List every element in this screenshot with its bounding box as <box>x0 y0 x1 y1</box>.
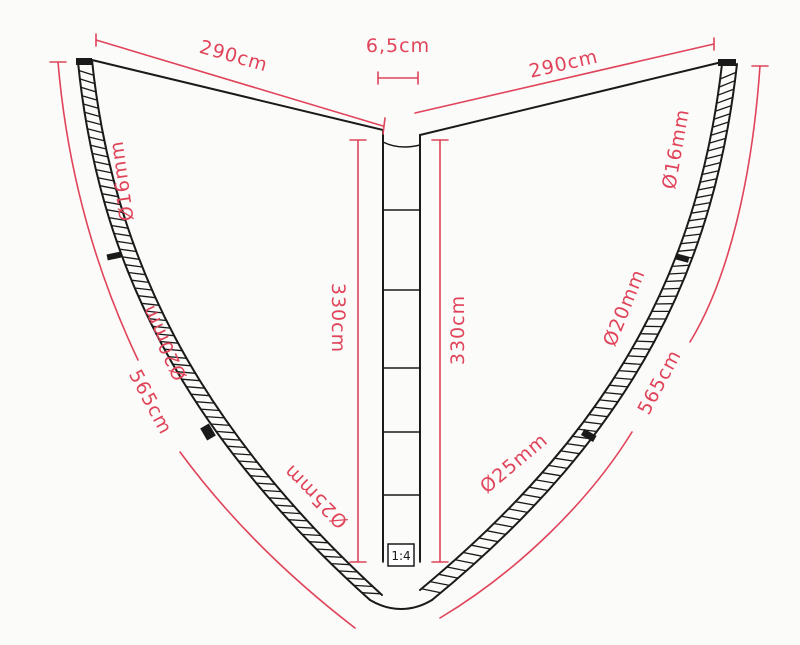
strip-segment-lines <box>382 209 421 496</box>
label-right-height: 330cm <box>447 295 469 365</box>
right-top-edge <box>419 61 723 136</box>
right-joint-lower <box>580 428 597 442</box>
right-batten-joints <box>580 59 736 442</box>
label-right-upper-diameter: Ø16mm <box>658 107 694 191</box>
left-batten-cap <box>76 58 92 65</box>
label-left-top-edge: 290cm <box>197 36 271 77</box>
right-batten-cap <box>718 59 736 66</box>
left-batten-hatching <box>78 69 382 595</box>
dimension-lines <box>49 33 769 629</box>
right-outer-curve <box>431 63 738 601</box>
dim-curve-right-upper <box>689 65 761 343</box>
strip-top <box>382 141 421 148</box>
dim-curve-left-lower <box>179 451 356 629</box>
center-strip: 1:4 <box>369 139 433 610</box>
left-joint-lower <box>200 423 216 441</box>
label-left-height: 330cm <box>327 283 349 353</box>
label-right-middle-diameter: Ø20mm <box>599 266 650 349</box>
dim-line-right-top <box>414 43 715 114</box>
label-right-top-edge: 290cm <box>527 46 600 83</box>
label-gap: 6,5cm <box>366 35 430 57</box>
left-batten-joints <box>76 58 216 441</box>
right-joint-upper <box>674 253 690 263</box>
dim-line-left-top <box>95 39 384 127</box>
scale-label: 1:4 <box>391 549 410 563</box>
dimension-labels: 290cm 6,5cm 290cm 330cm 330cm 565cm 565c… <box>124 35 686 438</box>
left-joint-upper <box>106 251 122 261</box>
label-right-lower-diameter: Ø25mm <box>476 429 552 498</box>
dim-curve-left-upper <box>57 61 139 361</box>
scale-box <box>387 543 415 567</box>
dim-curve-right-lower <box>439 431 633 619</box>
bottom-seam <box>369 599 433 610</box>
left-top-edge <box>91 59 384 131</box>
